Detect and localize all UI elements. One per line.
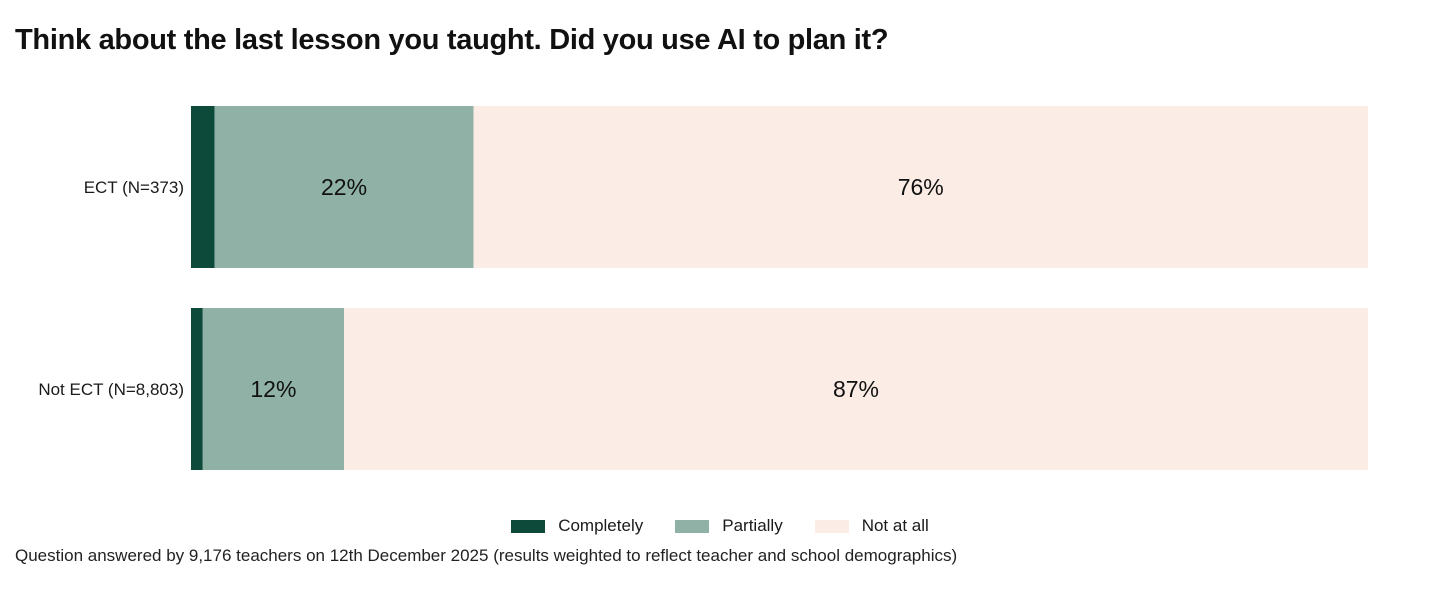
bar-segment-not-at-all bbox=[344, 308, 1368, 470]
legend-swatch-completely bbox=[511, 519, 546, 533]
legend-label-not-at-all: Not at all bbox=[861, 516, 929, 535]
legend-swatch-not-at-all bbox=[814, 519, 849, 533]
data-label: 76% bbox=[898, 174, 944, 200]
bar-segment-partially bbox=[202, 308, 345, 470]
chart-title: Think about the last lesson you taught. … bbox=[15, 24, 889, 56]
category-label: Not ECT (N=8,803) bbox=[38, 380, 184, 399]
bar-segment-not-at-all bbox=[473, 106, 1369, 268]
legend-label-partially: Partially bbox=[722, 516, 783, 535]
legend: Completely Partially Not at all bbox=[0, 516, 1440, 536]
legend-item-completely: Completely bbox=[511, 516, 643, 536]
category-label: ECT (N=373) bbox=[84, 178, 184, 197]
footnote: Question answered by 9,176 teachers on 1… bbox=[15, 546, 958, 565]
data-label: 22% bbox=[321, 174, 367, 200]
bar-segment-completely bbox=[191, 308, 203, 470]
data-label: 87% bbox=[833, 376, 879, 402]
data-label: 12% bbox=[250, 376, 296, 402]
legend-swatch-partially bbox=[675, 519, 710, 533]
bar-segment-completely bbox=[191, 106, 215, 268]
stacked-bar-chart: ECT (N=373) 22% 76% Not ECT (N=8,803) 12% 87% bbox=[38, 106, 1369, 470]
legend-item-not-at-all: Not at all bbox=[814, 516, 929, 536]
legend-item-partially: Partially bbox=[675, 516, 783, 536]
legend-label-completely: Completely bbox=[558, 516, 644, 535]
bar-segment-partially bbox=[214, 106, 474, 268]
